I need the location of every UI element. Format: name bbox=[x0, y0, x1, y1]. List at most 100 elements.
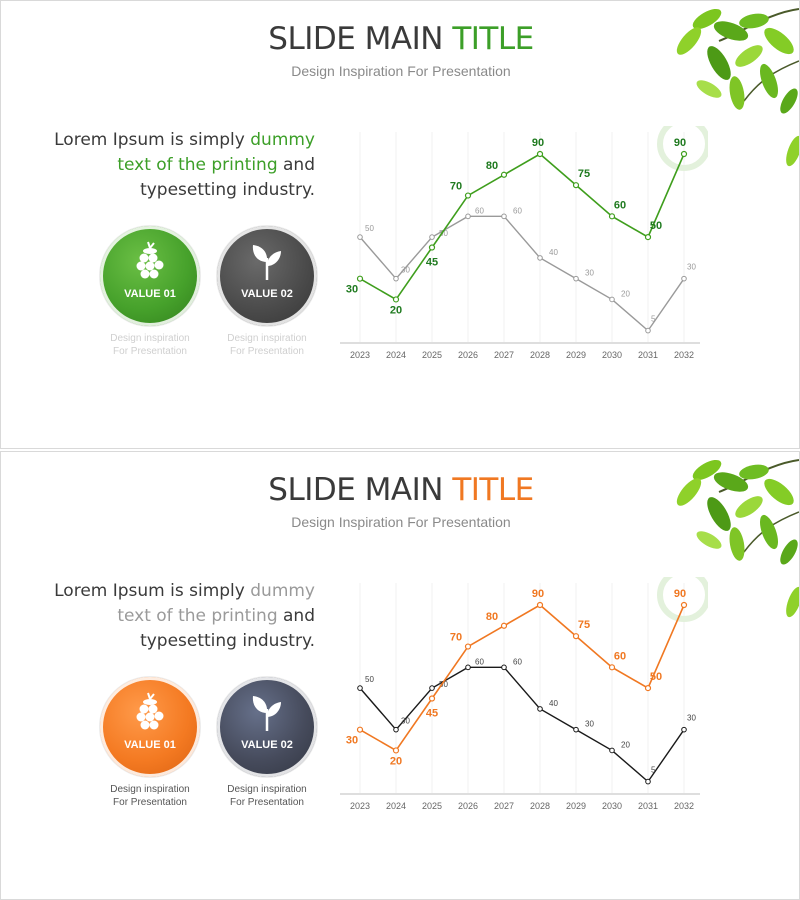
data-label-primary: 30 bbox=[346, 284, 358, 296]
data-point-primary bbox=[644, 685, 652, 692]
x-tick-label: 2027 bbox=[494, 350, 514, 360]
x-tick-label: 2028 bbox=[530, 801, 550, 811]
value-label: VALUE 01 bbox=[124, 739, 176, 751]
sprout-icon bbox=[252, 245, 281, 280]
highlight-ring bbox=[657, 577, 708, 622]
lead-part: Lorem Ipsum is simply bbox=[54, 130, 251, 150]
data-label-secondary: 30 bbox=[401, 717, 410, 726]
data-label-secondary: 30 bbox=[687, 714, 696, 723]
series-line-primary bbox=[359, 604, 685, 752]
caption-line: Design inspiration bbox=[110, 333, 190, 344]
data-point-secondary bbox=[573, 275, 579, 282]
data-label-primary: 70 bbox=[450, 632, 462, 644]
data-label-secondary: 50 bbox=[365, 224, 374, 233]
caption-line: For Presentation bbox=[113, 346, 187, 357]
lead-accent: dummy bbox=[250, 581, 315, 601]
slide-title: SLIDE MAIN TITLE bbox=[1, 472, 799, 508]
lead-accent: dummy bbox=[250, 130, 315, 150]
data-label-primary: 80 bbox=[486, 611, 498, 623]
lead-part: and bbox=[277, 606, 315, 626]
data-label-primary: 20 bbox=[390, 755, 402, 767]
data-point-primary bbox=[572, 633, 580, 640]
lead-part: typesetting industry. bbox=[140, 180, 315, 200]
data-label-primary: 30 bbox=[346, 735, 358, 747]
data-point-primary bbox=[464, 643, 472, 650]
series-line-primary bbox=[359, 153, 685, 301]
x-tick-label: 2030 bbox=[602, 350, 622, 360]
data-label-secondary: 40 bbox=[549, 699, 558, 708]
slide-2: SLIDE MAIN TITLE Design Inspiration For … bbox=[0, 451, 800, 900]
data-point-primary bbox=[536, 601, 544, 609]
data-point-secondary bbox=[609, 747, 615, 754]
data-point-primary bbox=[428, 695, 436, 702]
x-tick-label: 2029 bbox=[566, 350, 586, 360]
x-tick-label: 2028 bbox=[530, 350, 550, 360]
data-label-primary: 75 bbox=[578, 168, 590, 180]
x-tick-label: 2026 bbox=[458, 350, 478, 360]
slide-title: SLIDE MAIN TITLE bbox=[1, 21, 799, 57]
data-label-secondary: 5 bbox=[651, 766, 656, 775]
berry-icon bbox=[136, 241, 164, 279]
data-label-primary: 70 bbox=[450, 181, 462, 193]
data-point-secondary bbox=[537, 255, 543, 261]
data-point-primary bbox=[680, 601, 688, 609]
lead-part: typesetting industry. bbox=[140, 631, 315, 651]
value-label: VALUE 02 bbox=[241, 288, 293, 300]
data-point-secondary bbox=[645, 327, 651, 334]
data-label-primary: 80 bbox=[486, 160, 498, 172]
leaves-decoration bbox=[676, 8, 799, 167]
title-main: SLIDE MAIN bbox=[268, 21, 443, 57]
data-label-primary: 90 bbox=[532, 137, 544, 149]
lead-accent: text of the printing bbox=[117, 606, 278, 626]
x-tick-label: 2024 bbox=[386, 801, 406, 811]
data-label-secondary: 20 bbox=[621, 289, 630, 298]
line-chart: 2023 2024 2025 2026 2027 2028 2029 2030 2031 2032… bbox=[340, 126, 708, 360]
data-label-secondary: 50 bbox=[439, 229, 448, 238]
data-label-primary: 60 bbox=[614, 199, 626, 211]
lead-accent: text of the printing bbox=[117, 155, 278, 175]
data-point-secondary bbox=[429, 685, 435, 691]
data-point-primary bbox=[536, 150, 544, 158]
data-point-primary bbox=[608, 213, 616, 220]
x-tick-label: 2025 bbox=[422, 801, 442, 811]
data-point-secondary bbox=[681, 275, 687, 282]
x-tick-label: 2030 bbox=[602, 801, 622, 811]
data-label-secondary: 60 bbox=[513, 206, 522, 215]
data-label-primary: 60 bbox=[614, 650, 626, 662]
title-accent: TITLE bbox=[452, 472, 534, 508]
x-tick-label: 2024 bbox=[386, 350, 406, 360]
data-label-secondary: 60 bbox=[475, 206, 484, 215]
highlight-ring bbox=[657, 126, 708, 171]
slide-subtitle: Design Inspiration For Presentation bbox=[291, 63, 511, 79]
series-line-secondary bbox=[359, 215, 685, 332]
data-point-primary bbox=[608, 664, 616, 671]
series-line-secondary bbox=[359, 666, 685, 783]
data-label-secondary: 50 bbox=[439, 680, 448, 689]
value-label: VALUE 01 bbox=[124, 288, 176, 300]
data-label-secondary: 30 bbox=[585, 720, 594, 729]
data-point-primary bbox=[680, 150, 688, 158]
caption-line: Design inspiration bbox=[110, 784, 190, 795]
x-tick-label: 2031 bbox=[638, 801, 658, 811]
data-point-secondary bbox=[537, 706, 543, 712]
data-point-secondary bbox=[357, 685, 363, 691]
caption-line: For Presentation bbox=[230, 346, 304, 357]
slide-subtitle: Design Inspiration For Presentation bbox=[291, 514, 511, 530]
data-point-primary bbox=[392, 747, 400, 754]
caption-line: For Presentation bbox=[113, 797, 187, 808]
value-circle-1: VALUE 01 bbox=[100, 226, 200, 326]
leaves-decoration bbox=[676, 459, 799, 618]
value-caption: Design inspiration For Presentation bbox=[95, 783, 205, 809]
data-point-primary bbox=[500, 171, 508, 178]
data-label-primary: 75 bbox=[578, 619, 590, 631]
data-label-primary: 90 bbox=[674, 137, 686, 149]
title-main: SLIDE MAIN bbox=[268, 472, 443, 508]
caption-line: Design inspiration bbox=[227, 784, 307, 795]
x-tick-label: 2032 bbox=[674, 350, 694, 360]
data-point-primary bbox=[500, 622, 508, 629]
data-label-primary: 90 bbox=[532, 588, 544, 600]
data-point-secondary bbox=[429, 234, 435, 240]
data-point-secondary bbox=[465, 664, 471, 671]
value-caption: Design inspiration For Presentation bbox=[212, 332, 322, 358]
data-label-primary: 50 bbox=[650, 671, 662, 683]
